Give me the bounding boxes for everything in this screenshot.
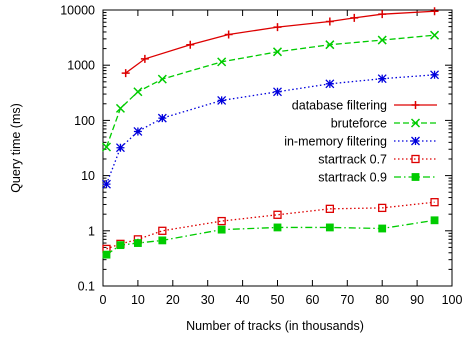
data-point bbox=[115, 103, 125, 113]
data-point bbox=[133, 87, 143, 97]
data-point bbox=[102, 179, 111, 189]
data-point bbox=[378, 203, 387, 213]
legend-marker bbox=[411, 101, 420, 109]
data-point bbox=[157, 74, 167, 84]
data-point bbox=[272, 47, 283, 57]
data-point bbox=[133, 127, 143, 136]
series-layer bbox=[101, 7, 440, 259]
legend-marker bbox=[411, 136, 420, 146]
data-point bbox=[158, 236, 167, 245]
data-point bbox=[186, 40, 195, 49]
data-point bbox=[133, 239, 142, 247]
data-point bbox=[157, 113, 167, 123]
x-tick-label: 80 bbox=[375, 293, 389, 307]
x-tick-label: 50 bbox=[271, 293, 285, 307]
x-tick-label: 40 bbox=[236, 293, 250, 307]
series-line bbox=[125, 10, 435, 74]
data-point bbox=[224, 30, 233, 39]
legend-label: bruteforce bbox=[331, 117, 387, 131]
series-bruteforce bbox=[101, 30, 440, 152]
data-point bbox=[217, 95, 227, 105]
data-point bbox=[217, 225, 226, 234]
series-line bbox=[106, 201, 435, 250]
series-database-filtering bbox=[121, 7, 439, 78]
x-tick-label: 70 bbox=[340, 293, 354, 307]
data-point bbox=[430, 7, 439, 16]
data-point bbox=[325, 79, 335, 89]
y-tick-label: 1000 bbox=[67, 59, 95, 73]
y-tick-label: 1 bbox=[88, 224, 95, 238]
x-tick-label: 10 bbox=[131, 293, 145, 307]
x-tick-label: 60 bbox=[305, 293, 319, 307]
y-tick-label: 0.1 bbox=[78, 280, 95, 294]
data-point bbox=[430, 198, 439, 207]
legend-label: database filtering bbox=[292, 99, 387, 113]
series-in-memory-filtering bbox=[102, 70, 440, 189]
data-point bbox=[325, 204, 335, 213]
y-tick-label: 10000 bbox=[60, 4, 95, 18]
plot-area: 0 10 20 30 40 50 60 70 80 90 100 0.1 1 10 100 1000 10000 bbox=[60, 4, 462, 308]
data-point bbox=[101, 142, 112, 152]
data-point bbox=[273, 23, 282, 32]
series-startrack-0-9 bbox=[102, 216, 439, 259]
x-tick-label: 90 bbox=[410, 293, 424, 307]
legend-label: startrack 0.7 bbox=[318, 153, 387, 167]
data-point bbox=[140, 54, 149, 63]
data-point bbox=[430, 30, 440, 40]
data-point bbox=[217, 57, 227, 67]
data-point bbox=[273, 87, 282, 97]
data-point bbox=[102, 250, 111, 259]
data-point bbox=[273, 223, 282, 232]
legend: database filtering bruteforce in-memory fi… bbox=[284, 99, 437, 185]
y-tick-label: 10 bbox=[81, 169, 95, 183]
data-point bbox=[325, 40, 335, 50]
data-point bbox=[115, 143, 125, 153]
data-point bbox=[377, 35, 387, 45]
x-axis-label: Number of tracks (in thousands) bbox=[186, 319, 364, 333]
data-point bbox=[325, 17, 334, 26]
data-point bbox=[273, 210, 282, 219]
x-tick-label: 0 bbox=[100, 293, 107, 307]
legend-marker bbox=[410, 118, 421, 128]
legend-marker bbox=[411, 154, 420, 164]
data-point bbox=[377, 74, 387, 84]
legend-marker bbox=[411, 173, 420, 181]
data-point bbox=[350, 13, 359, 22]
data-point bbox=[430, 70, 440, 80]
y-axis-label: Query time (ms) bbox=[9, 103, 23, 193]
legend-label: in-memory filtering bbox=[284, 135, 387, 149]
data-point bbox=[378, 10, 387, 19]
data-point bbox=[325, 223, 334, 232]
legend-label: startrack 0.9 bbox=[318, 171, 387, 185]
x-tick-label: 30 bbox=[201, 293, 215, 307]
data-point bbox=[121, 69, 130, 78]
data-point bbox=[158, 226, 167, 235]
x-tick-label: 20 bbox=[166, 293, 180, 307]
series-startrack-0-7 bbox=[102, 198, 439, 254]
data-point bbox=[116, 241, 125, 250]
x-tick-label: 100 bbox=[442, 293, 463, 307]
data-point bbox=[430, 216, 439, 225]
y-tick-label: 100 bbox=[74, 114, 95, 128]
data-point bbox=[217, 216, 226, 226]
data-point bbox=[378, 224, 387, 233]
